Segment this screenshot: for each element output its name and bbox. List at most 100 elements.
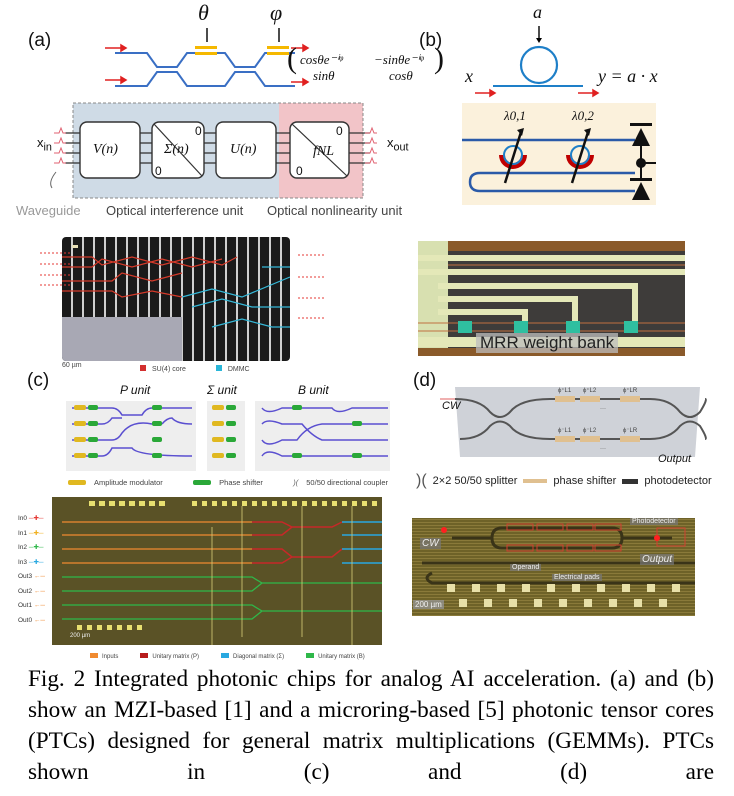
port-out2-label: Out2 [18, 587, 33, 595]
svg-text:···: ··· [600, 446, 606, 452]
x-out-var: x [387, 135, 394, 150]
panel-c-chip-micrograph: 200 µm [52, 497, 382, 645]
port-out0: Out0 ←─ [18, 616, 46, 624]
chip-operand-label: Operand [510, 564, 542, 571]
legend-su4: SU(4) core [140, 365, 186, 373]
svg-text:···: ··· [600, 406, 606, 412]
port-out3-label: Out3 [18, 573, 33, 580]
y-equation: y = a · x [598, 66, 658, 86]
legend-directional-coupler: )(50/50 directional coupler [293, 478, 388, 487]
interference-unit-label: Optical interference unit [106, 203, 244, 218]
mrr-weight-bank-label: MRR weight bank [476, 333, 619, 353]
chip-photodetector-label: Photodetector [630, 518, 678, 525]
theta-label: θ [198, 0, 209, 25]
x-out-sub: out [393, 141, 409, 154]
svg-text:ϕ⁺L2: ϕ⁺L2 [583, 387, 597, 394]
lambda-1-label: λ0,1 [504, 108, 526, 123]
phase-shifter-icon [523, 479, 548, 483]
b-unit-label: B unit [298, 383, 329, 397]
x-in-sub: in [43, 141, 52, 154]
microring-diagram [462, 26, 656, 205]
x-in-var: x [37, 135, 44, 150]
photodetector-icon [622, 478, 639, 484]
port-out3: Out3 ←─ [18, 573, 46, 580]
onn-block-diagram [50, 102, 377, 199]
panel-d-schematic: ϕ⁺L1 ϕ⁺L2 ϕ⁺LR ϕ⁻L1 ϕ⁻L2 ϕ⁻LR ··· ··· [440, 387, 707, 457]
zero-4: 0 [296, 164, 303, 178]
phi-label: φ [270, 0, 283, 25]
svg-text:ϕ⁺L1: ϕ⁺L1 [558, 387, 572, 394]
port-in2: In2 ─✚─ [18, 544, 44, 551]
matrix-r2c1: sinθ [313, 68, 335, 83]
chip-1-scale: 60 µm [62, 362, 82, 369]
a-label: a [533, 2, 542, 22]
waveguide-label: Waveguide [16, 203, 81, 218]
panel-c-ports: In0 ─✚─ In1 ─✚─ In2 ─✚─ In3 ─✚─ Out3 ←─ … [18, 512, 45, 628]
sigma-unit-label: Σ unit [207, 383, 237, 397]
port-in2-label: In2 [18, 544, 28, 551]
legend-phase-shifter-d-label: phase shifter [553, 475, 617, 487]
lambda-2-label: λ0,2 [572, 108, 594, 123]
chip-1-ports [40, 252, 70, 286]
figure-caption: Fig. 2 Integrated photonic chips for ana… [28, 666, 714, 785]
legend-photodetector-label: photodetector [644, 475, 712, 487]
panel-c-legend: Amplitude modulator Phase shifter )(50/5… [68, 478, 388, 487]
panel-c-chip-legend: Inputs Unitary matrix (P) Diagonal matri… [90, 653, 365, 660]
chip-legend-unitary-b: Unitary matrix (B) [306, 653, 365, 660]
port-in1-label: In1 [18, 529, 28, 537]
zero-2: 0 [155, 164, 162, 178]
matrix-r2c2: cosθ [389, 68, 413, 83]
mrr-chip-micrograph: MRR weight bank [418, 241, 685, 356]
port-out2: Out2 ←─ [18, 587, 46, 595]
panel-d-cw-label: CW [442, 400, 461, 412]
port-out1-label: Out1 [18, 602, 33, 609]
svg-text:ϕ⁻L1: ϕ⁻L1 [558, 428, 572, 434]
chip-legend-diagonal-label: Diagonal matrix (Σ) [233, 654, 285, 660]
chip-legend-inputs: Inputs [90, 653, 118, 660]
chip-legend-diagonal: Diagonal matrix (Σ) [221, 653, 284, 660]
svg-text:ϕ⁻LR: ϕ⁻LR [623, 428, 638, 434]
panel-c-label: (c) [27, 370, 50, 391]
mzi-chip-micrograph [62, 237, 290, 361]
block-u: U(n) [230, 142, 257, 157]
legend-amplitude-modulator: Amplitude modulator [68, 478, 163, 487]
matrix-r1c2: −sinθe⁻ⁱᵠ [374, 52, 424, 67]
block-fnl: fNL [313, 144, 335, 159]
programmable-unit-schematic [66, 401, 390, 471]
port-out0-label: Out0 [18, 616, 33, 624]
zero-3: 0 [336, 124, 343, 138]
x-in-label: xin [37, 135, 52, 154]
panel-d-chip-micrograph: CW Photodetector Output Operand Electric… [412, 518, 695, 616]
zero-1: 0 [195, 124, 202, 138]
block-v: V(n) [93, 142, 118, 157]
mzi-diagram [105, 28, 310, 87]
legend-dmmc: DMMC [215, 365, 250, 373]
chip-legend-unitary-p-label: Unitary matrix (P) [152, 654, 200, 660]
chip-1-legend: SU(4) core DMMC [140, 365, 250, 373]
svg-text:ϕ⁺LR: ϕ⁺LR [623, 387, 638, 394]
port-out1: Out1 ←─ [18, 602, 46, 609]
legend-phase-shifter: Phase shifter [193, 478, 263, 487]
p-unit-label: P unit [120, 383, 151, 397]
block-sigma: Σ(n) [164, 142, 189, 157]
panel-d-legend: )( 2×2 50/50 splitter phase shifter phot… [416, 472, 712, 490]
port-in0: In0 ─✚─ [18, 515, 44, 522]
splitter-icon: )( [416, 472, 427, 489]
nonlinearity-unit-label: Optical nonlinearity unit [267, 203, 403, 218]
port-in3: In3 ─✚─ [18, 558, 44, 566]
panel-a-label: (a) [28, 30, 52, 51]
panel-d-output-label: Output [658, 453, 692, 465]
legend-directional-coupler-label: 50/50 directional coupler [306, 478, 388, 487]
legend-amplitude-modulator-label: Amplitude modulator [94, 478, 163, 487]
x-out-label: xout [387, 135, 409, 154]
legend-su4-label: SU(4) core [152, 366, 186, 373]
chip-pads-label: Electrical pads [552, 574, 602, 581]
chip-output-label: Output [640, 554, 675, 565]
chip-cw-label: CW [420, 538, 441, 549]
chip-legend-inputs-label: Inputs [102, 654, 119, 660]
chip-legend-unitary-p: Unitary matrix (P) [140, 653, 199, 660]
x-label: x [465, 66, 473, 86]
legend-dmmc-label: DMMC [227, 366, 250, 373]
port-in0-label: In0 [18, 515, 28, 522]
legend-phase-shifter-label: Phase shifter [219, 478, 263, 487]
